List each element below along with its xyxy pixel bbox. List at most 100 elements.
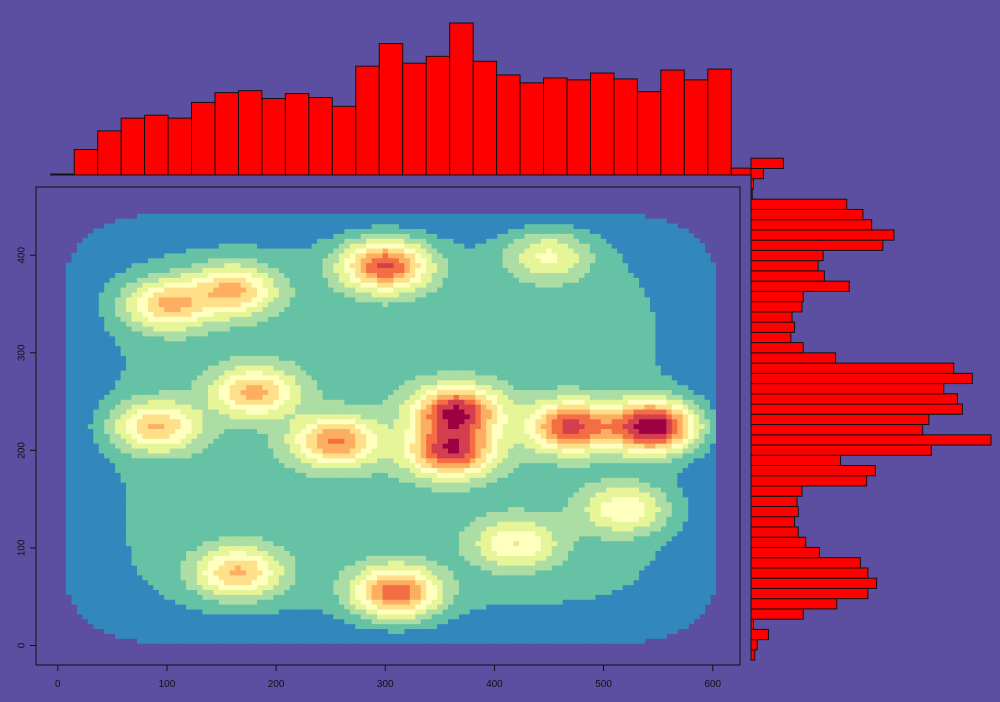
- heatmap-cell: [688, 511, 695, 517]
- heatmap-cell: [393, 584, 400, 590]
- heatmap-cell: [338, 633, 345, 639]
- heatmap-cell: [426, 491, 433, 498]
- heatmap-cell: [186, 623, 193, 630]
- heatmap-cell: [655, 555, 662, 561]
- heatmap-cell: [693, 599, 700, 605]
- heatmap-cell: [333, 462, 340, 469]
- heatmap-cell: [437, 540, 444, 547]
- heatmap-cell: [660, 447, 667, 454]
- heatmap-cell: [540, 501, 547, 508]
- heatmap-cell: [202, 555, 209, 561]
- heatmap-cell: [442, 574, 449, 581]
- heatmap-cell: [437, 633, 444, 639]
- heatmap-cell: [431, 550, 438, 556]
- heatmap-cell: [475, 525, 482, 532]
- heatmap-cell: [371, 540, 378, 547]
- heatmap-cell: [273, 613, 280, 620]
- heatmap-cell: [180, 516, 187, 522]
- heatmap-cell: [546, 482, 553, 488]
- heatmap-cell: [633, 589, 640, 595]
- heatmap-cell: [289, 608, 296, 615]
- heatmap-cell: [115, 516, 122, 522]
- heatmap-cell: [371, 633, 378, 639]
- heatmap-cell: [518, 550, 526, 556]
- heatmap-cell: [448, 457, 455, 464]
- heatmap-cell: [267, 452, 274, 459]
- heatmap-cell: [535, 511, 542, 517]
- heatmap-cell: [393, 613, 400, 620]
- heatmap-cell: [284, 506, 291, 512]
- heatmap-cell: [518, 457, 526, 464]
- heatmap-cell: [300, 486, 307, 493]
- heatmap-cell: [535, 525, 542, 532]
- heatmap-cell: [229, 550, 236, 556]
- heatmap-cell: [109, 525, 116, 532]
- heatmap-cell: [251, 433, 258, 439]
- heatmap-cell: [699, 545, 706, 551]
- heatmap-cell: [409, 501, 416, 508]
- heatmap-cell: [267, 628, 274, 634]
- heatmap-cell: [535, 550, 542, 556]
- heatmap-cell: [235, 477, 242, 483]
- heatmap-cell: [251, 560, 258, 566]
- heatmap-cell: [628, 555, 635, 561]
- heatmap-cell: [660, 628, 667, 634]
- heatmap-cell: [322, 506, 329, 512]
- heatmap-cell: [595, 521, 602, 527]
- heatmap-cell: [142, 594, 149, 600]
- heatmap-cell: [622, 584, 629, 590]
- heatmap-cell: [458, 443, 466, 449]
- heatmap-cell: [633, 511, 640, 517]
- heatmap-cell: [191, 638, 198, 644]
- heatmap-cell: [448, 530, 455, 537]
- heatmap-cell: [262, 457, 269, 464]
- heatmap-cell: [115, 579, 122, 586]
- heatmap-cell: [251, 589, 258, 595]
- heatmap-cell: [82, 565, 89, 571]
- heatmap-cell: [327, 633, 335, 639]
- heatmap-cell: [306, 482, 313, 488]
- heatmap-cell: [196, 525, 204, 532]
- heatmap-cell: [649, 516, 657, 522]
- x-histogram-bar: [589, 72, 615, 176]
- heatmap-cell: [622, 623, 629, 630]
- heatmap-cell: [115, 511, 122, 517]
- heatmap-cell: [409, 462, 416, 469]
- heatmap-cell: [508, 496, 515, 503]
- heatmap-cell: [218, 604, 225, 610]
- heatmap-cell: [431, 608, 438, 615]
- heatmap-cell: [388, 613, 395, 620]
- heatmap-cell: [377, 433, 384, 439]
- heatmap-cell: [693, 550, 700, 556]
- heatmap-cell: [207, 599, 214, 605]
- heatmap-cell: [257, 535, 264, 542]
- heatmap-cell: [71, 482, 78, 488]
- heatmap-cell: [87, 613, 94, 620]
- heatmap-cell: [186, 433, 193, 439]
- heatmap-cell: [589, 525, 596, 532]
- heatmap-cell: [366, 623, 373, 630]
- heatmap-cell: [382, 496, 389, 503]
- heatmap-cell: [235, 550, 242, 556]
- heatmap-cell: [169, 433, 176, 439]
- heatmap-cell: [420, 628, 427, 634]
- heatmap-cell: [153, 535, 160, 542]
- heatmap-cell: [104, 443, 111, 449]
- heatmap-cell: [257, 555, 264, 561]
- heatmap-cell: [431, 633, 438, 639]
- heatmap-cell: [535, 608, 542, 615]
- heatmap-cell: [169, 443, 176, 449]
- heatmap-cell: [317, 545, 324, 551]
- heatmap-cell: [660, 452, 667, 459]
- heatmap-cell: [502, 477, 509, 483]
- heatmap-cell: [644, 589, 651, 595]
- heatmap-cell: [677, 550, 684, 556]
- heatmap-cell: [393, 565, 400, 571]
- heatmap-cell: [535, 506, 542, 512]
- heatmap-cell: [180, 589, 187, 595]
- heatmap-cell: [589, 535, 596, 542]
- heatmap-cell: [251, 467, 258, 473]
- heatmap-cell: [235, 516, 242, 522]
- heatmap-cell: [557, 521, 564, 527]
- heatmap-cell: [126, 540, 133, 547]
